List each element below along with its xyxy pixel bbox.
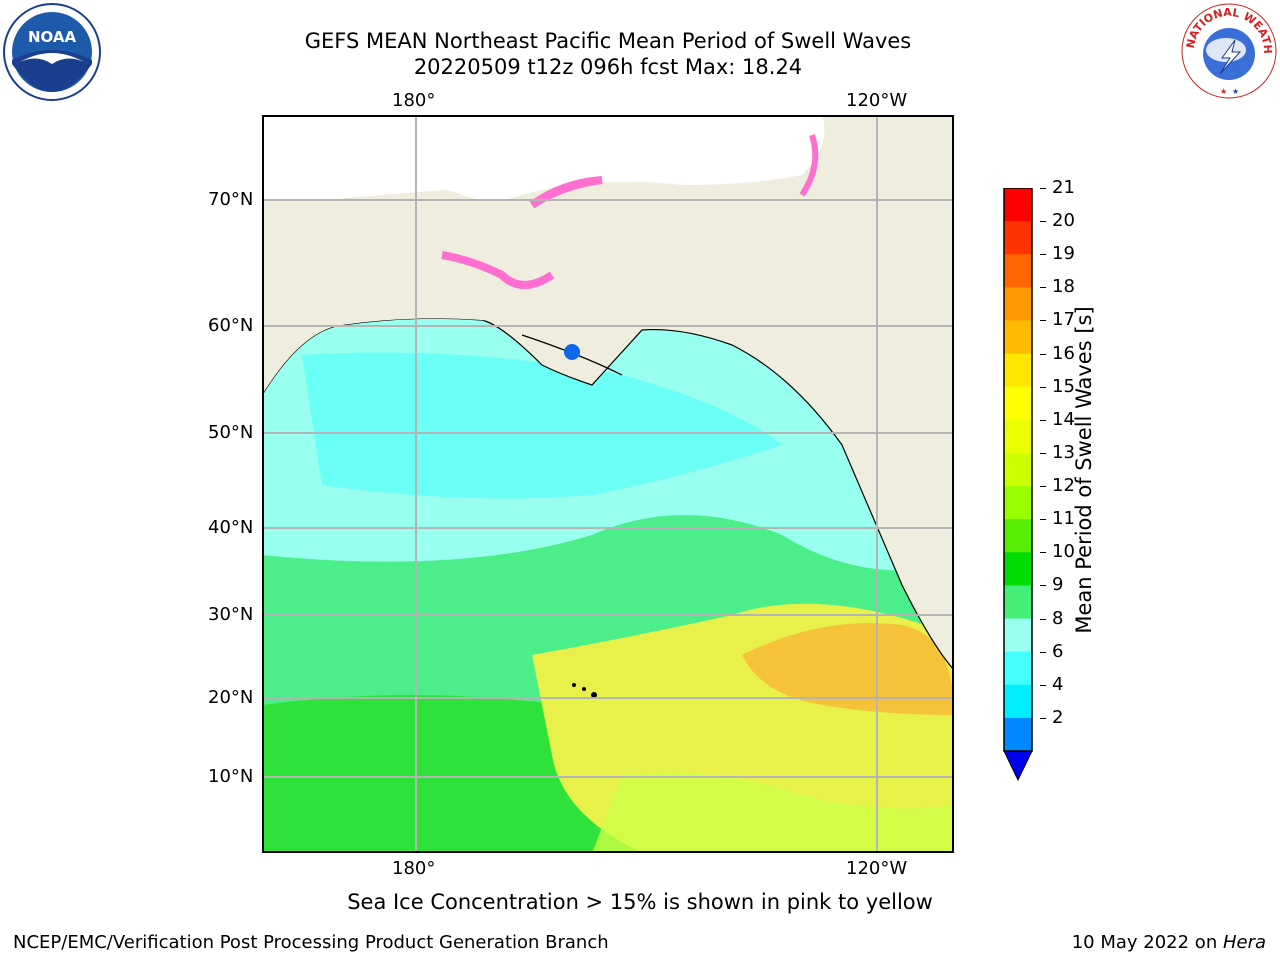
colorbar-band xyxy=(1004,717,1032,752)
swell-field-orange xyxy=(742,623,954,715)
colorbar-band xyxy=(1004,254,1032,288)
colorbar-band xyxy=(1004,419,1032,454)
colorbar-band xyxy=(1004,552,1032,586)
arctic-ocean-west xyxy=(262,115,442,200)
colorbar-tick-label: 10 xyxy=(1052,541,1075,563)
colorbar-tick-label: 15 xyxy=(1052,375,1075,397)
colorbar-ticks: 21 20 19 18 17 16 15 14 13 12 11 10 9 8 6 4 2 xyxy=(1040,177,1080,770)
hawaii-island-3 xyxy=(591,692,597,698)
footer-date-text: 10 May 2022 on xyxy=(1071,932,1223,953)
colorbar-tick-mark xyxy=(1040,386,1046,388)
colorbar-tick-label: 13 xyxy=(1052,441,1075,463)
sea-ice-arctic-archipelago xyxy=(799,134,819,197)
arctic-ocean-north xyxy=(442,115,825,200)
lat-tick-30n: 30°N xyxy=(208,604,254,625)
land-siberia-chukotka xyxy=(262,195,522,395)
colorbar-tick-label: 19 xyxy=(1052,243,1075,265)
colorbar-band xyxy=(1004,287,1032,321)
colorbar-tick-label: 9 xyxy=(1052,574,1064,596)
colorbar-tick-mark xyxy=(1040,618,1046,620)
colorbar xyxy=(1003,188,1033,782)
colorbar-tick-mark xyxy=(1040,519,1046,521)
colorbar-bands xyxy=(1004,188,1032,752)
colorbar-tick-mark xyxy=(1040,486,1046,488)
noaa-logo-text: NOAA xyxy=(28,28,77,46)
colorbar-band xyxy=(1004,353,1032,388)
graticule xyxy=(262,115,954,853)
colorbar-band xyxy=(1004,386,1032,421)
colorbar-tick-mark xyxy=(1040,353,1046,355)
colorbar-band xyxy=(1004,221,1032,255)
colorbar-outline xyxy=(1003,188,1033,752)
colorbar-tick-label: 14 xyxy=(1052,408,1075,430)
swell-field-cyan-patch xyxy=(302,352,782,499)
colorbar-tick-mark xyxy=(1040,254,1046,256)
bristol-bay-short-period xyxy=(564,344,580,360)
lon-tick-bottom-180: 180° xyxy=(392,858,436,879)
colorbar-band xyxy=(1004,651,1032,686)
colorbar-band xyxy=(1004,486,1032,520)
map-panel xyxy=(262,115,954,853)
colorbar-tick-mark xyxy=(1040,717,1046,719)
hawaii-island-1 xyxy=(572,683,576,687)
lat-tick-40n: 40°N xyxy=(208,517,254,538)
lon-tick-bottom-120w: 120°W xyxy=(846,858,908,879)
lat-tick-50n: 50°N xyxy=(208,422,254,443)
colorbar-tick-label: 17 xyxy=(1052,309,1075,331)
colorbar-tick-label: 6 xyxy=(1052,640,1064,662)
sea-ice-bering xyxy=(441,251,555,289)
colorbar-label: Mean Period of Swell Waves [s] xyxy=(1072,306,1096,634)
lon-tick-top-120w: 120°W xyxy=(846,90,908,111)
colorbar-band xyxy=(1004,684,1032,719)
colorbar-band xyxy=(1004,585,1032,620)
colorbar-tick-mark xyxy=(1040,684,1046,686)
sea-ice-note: Sea Ice Concentration > 15% is shown in … xyxy=(347,890,933,914)
sea-ice-beaufort xyxy=(529,176,603,209)
colorbar-tick-label: 4 xyxy=(1052,673,1064,695)
footer-date: 10 May 2022 on Hera xyxy=(1072,932,1266,953)
lat-tick-70n: 70°N xyxy=(208,189,254,210)
colorbar-tick-label: 21 xyxy=(1052,177,1075,198)
colorbar-tick-mark xyxy=(1040,651,1046,653)
map-border xyxy=(262,115,954,853)
colorbar-tick-mark xyxy=(1040,585,1046,587)
colorbar-tick-mark xyxy=(1040,221,1046,223)
hawaii-island-2 xyxy=(582,687,586,691)
colorbar-tick-label: 2 xyxy=(1052,706,1064,728)
footer-producer: NCEP/EMC/Verification Post Processing Pr… xyxy=(13,932,609,953)
lat-tick-20n: 20°N xyxy=(208,687,254,708)
colorbar-band xyxy=(1004,519,1032,553)
colorbar-tick-label: 11 xyxy=(1052,508,1075,530)
colorbar-tick-mark xyxy=(1040,287,1046,289)
colorbar-band xyxy=(1004,320,1032,355)
colorbar-tick-label: 12 xyxy=(1052,475,1075,497)
colorbar-tick-label: 8 xyxy=(1052,607,1064,629)
colorbar-tick-mark xyxy=(1040,452,1046,454)
colorbar-tick-label: 16 xyxy=(1052,342,1075,364)
chart-title: GEFS MEAN Northeast Pacific Mean Period … xyxy=(304,29,912,53)
lat-tick-10n: 10°N xyxy=(208,766,254,787)
colorbar-band xyxy=(1004,618,1032,653)
colorbar-tick-mark xyxy=(1040,419,1046,421)
colorbar-band xyxy=(1004,188,1032,222)
swell-field-lime xyxy=(592,772,954,853)
colorbar-tick-mark xyxy=(1040,320,1046,322)
colorbar-tick-label: 20 xyxy=(1052,210,1075,232)
colorbar-tick-mark xyxy=(1040,552,1046,554)
colorbar-band xyxy=(1004,452,1032,487)
colorbar-extend-triangle xyxy=(1003,750,1033,782)
colorbar-tick-label: 18 xyxy=(1052,276,1075,298)
footer-machine: Hera xyxy=(1222,932,1266,953)
nws-logo: NATIONAL WEATHER SERVICE ★ ★ xyxy=(1180,2,1277,99)
lon-tick-top-180: 180° xyxy=(392,90,436,111)
noaa-logo: NOAA xyxy=(3,3,101,101)
lat-tick-60n: 60°N xyxy=(208,315,254,336)
colorbar-tick-mark xyxy=(1040,188,1046,189)
svg-text:★: ★ xyxy=(1232,87,1239,96)
svg-text:★: ★ xyxy=(1220,87,1227,96)
chart-subtitle: 20220509 t12z 096h fcst Max: 18.24 xyxy=(413,55,803,79)
